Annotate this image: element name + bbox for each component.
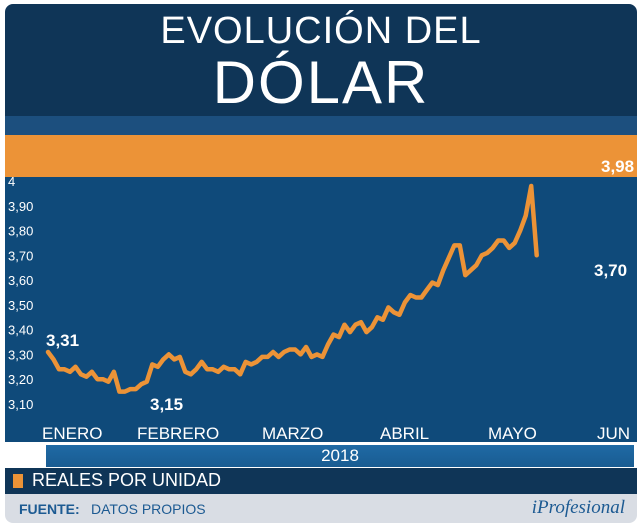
y-tick-label: 3,90	[8, 199, 33, 214]
series-line	[45, 183, 539, 394]
x-month-label: ENERO	[42, 424, 102, 443]
footer: FUENTE: DATOS PROPIOS iProfesional	[5, 494, 637, 523]
y-tick-label: 3,80	[8, 224, 33, 239]
brand-logo: iProfesional	[531, 497, 625, 518]
y-tick-label: 3,10	[8, 397, 33, 412]
source-value: DATOS PROPIOS	[91, 501, 206, 517]
x-month-label: JUN	[597, 424, 630, 443]
data-label: 3,15	[150, 395, 183, 414]
source-label: FUENTE:	[19, 501, 80, 517]
y-tick-label: 4	[8, 174, 15, 189]
title-line-1: EVOLUCIÓN DEL	[160, 10, 482, 52]
y-tick-label: 3,40	[8, 323, 33, 338]
legend: REALES POR UNIDAD	[5, 468, 637, 494]
y-tick-label: 3,30	[8, 347, 33, 362]
y-tick-label: 3,60	[8, 273, 33, 288]
legend-label: REALES POR UNIDAD	[32, 470, 222, 490]
data-label: 3,31	[46, 331, 79, 350]
plot-area	[5, 177, 637, 442]
data-label: 3,70	[594, 261, 627, 280]
title-line-2: DÓLAR	[212, 49, 430, 116]
y-tick-label: 3,20	[8, 372, 33, 387]
data-label: 3,98	[601, 157, 634, 176]
legend-swatch	[13, 474, 23, 488]
x-axis-title: 2018	[46, 445, 634, 467]
header: EVOLUCIÓN DEL DÓLAR	[5, 4, 637, 116]
y-tick-label: 3,70	[8, 248, 33, 263]
line-chart: 3,10 3,20 3,30 3,40 3,50 3,60 3,70 3,80 3,90 4 ENE…	[8, 157, 635, 443]
x-month-label: MARZO	[262, 424, 323, 443]
header-band	[5, 116, 637, 135]
x-month-label: ABRIL	[380, 424, 429, 443]
orange-band	[5, 135, 637, 177]
y-tick-label: 3,50	[8, 298, 33, 313]
x-month-label: FEBRERO	[137, 424, 219, 443]
x-month-label: MAYO	[488, 424, 537, 443]
